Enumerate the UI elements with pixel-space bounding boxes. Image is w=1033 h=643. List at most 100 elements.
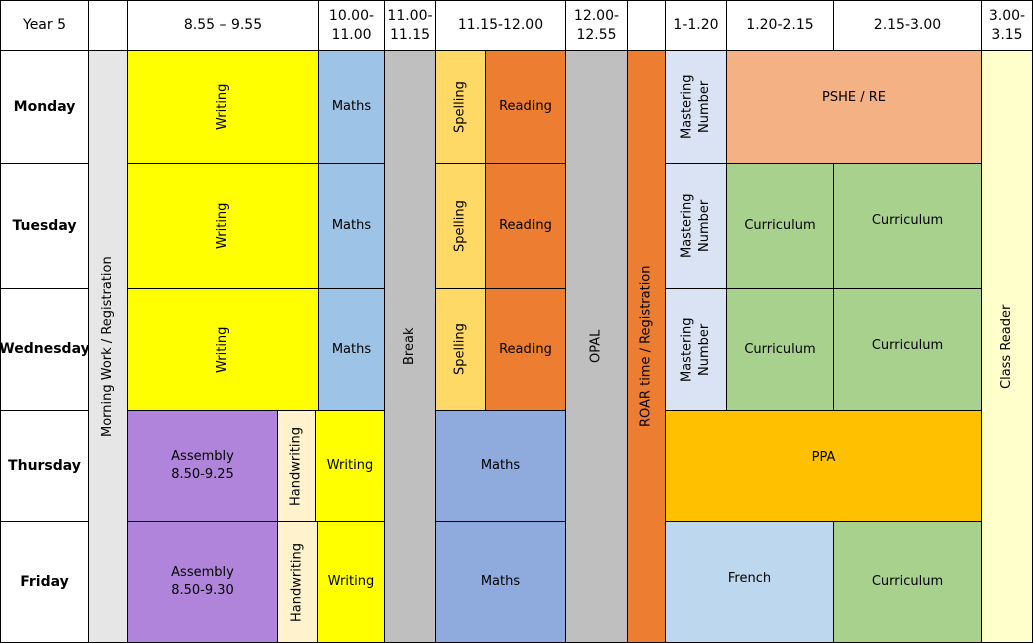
header-time: 2.15-3.00 — [833, 0, 982, 51]
timetable-cell: Curriculum — [726, 288, 834, 411]
timetable-cell: Mastering Number — [665, 50, 727, 164]
header-time: 1.20-2.15 — [726, 0, 834, 51]
cell-text: 11.15-12.00 — [457, 17, 544, 34]
header-time: 12.00-12.55 — [565, 0, 628, 51]
cell-text: 10.00-11.00 — [328, 7, 375, 43]
timetable-cell: Maths — [318, 50, 385, 164]
cell-text: Reading — [499, 99, 552, 115]
cell-text: Tuesday — [12, 217, 77, 234]
cell-text: Curriculum — [871, 574, 944, 590]
timetable-cell: Writing — [127, 50, 319, 164]
cell-text: PSHE / RE — [822, 90, 886, 105]
cell-text: Spelling — [452, 81, 468, 133]
cell-text: Writing — [215, 83, 231, 131]
header-time: 11.00-11.15 — [384, 0, 436, 51]
timetable-cell: Maths — [435, 521, 566, 643]
cell-text: 2.15-3.00 — [873, 17, 942, 34]
cell-text: Monday — [13, 98, 76, 115]
cell-text: Break — [402, 327, 418, 366]
header-empty — [627, 0, 666, 51]
day-label: Monday — [0, 50, 89, 164]
timetable-cell: Spelling — [435, 288, 486, 411]
cell-text: Mastering Number — [679, 74, 712, 140]
timetable-cell: Writing — [127, 288, 319, 411]
cell-text: Thursday — [8, 457, 81, 474]
cell-text: Writing — [326, 458, 374, 474]
cell-text: Assembly — [171, 449, 234, 465]
cell-text: ROAR time / Registration — [638, 265, 654, 428]
timetable-cell: Maths — [318, 288, 385, 411]
cell-text: Reading — [499, 341, 552, 357]
timetable-cell: OPAL — [565, 50, 628, 643]
cell-text: Friday — [20, 573, 69, 590]
header-empty — [88, 0, 128, 51]
timetable-cell: Reading — [485, 288, 566, 411]
cell-text: Maths — [331, 218, 372, 234]
cell-text: Year 5 — [23, 17, 66, 34]
timetable-cell: Morning Work / Registration — [88, 50, 128, 643]
timetable-cell: Writing — [127, 163, 319, 289]
timetable-cell: Handwriting — [277, 410, 316, 522]
cell-text: Curriculum — [744, 341, 816, 357]
timetable-cell: PSHE / RE — [726, 50, 982, 164]
timetable-cell: Curriculum — [833, 521, 982, 643]
header-corner: Year 5 — [0, 0, 89, 51]
timetable-cell: Assembly 8.50-9.30 — [127, 521, 278, 643]
timetable-cell: Mastering Number — [665, 163, 727, 289]
day-label: Friday — [0, 521, 89, 643]
day-label: Thursday — [0, 410, 89, 522]
header-time: 11.15-12.00 — [435, 0, 566, 51]
timetable-cell: Reading — [485, 50, 566, 164]
cell-text: 1-1.20 — [673, 17, 719, 34]
cell-text: Class Reader — [999, 304, 1015, 389]
timetable-cell: French — [665, 521, 834, 643]
timetable-cell: Reading — [485, 163, 566, 289]
timetable-cell: Spelling — [435, 50, 486, 164]
cell-text: 8.50-9.30 — [171, 583, 234, 598]
cell-text: Handwriting — [289, 542, 305, 622]
cell-text: Maths — [480, 574, 521, 590]
timetable-cell: Handwriting — [277, 521, 318, 643]
cell-text: Curriculum — [871, 338, 944, 353]
cell-text: Maths — [331, 341, 372, 357]
cell-text: 11.00-11.15 — [387, 7, 433, 43]
cell-text: PPA — [811, 450, 836, 465]
timetable-cell: Curriculum — [833, 163, 982, 289]
header-time: 10.00-11.00 — [318, 0, 385, 51]
cell-text: Mastering Number — [679, 193, 712, 259]
header-time: 8.55 – 9.55 — [127, 0, 319, 51]
cell-text: 8.50-9.25 — [171, 467, 234, 482]
cell-text: OPAL — [588, 329, 604, 364]
cell-text: 3.00-3.15 — [988, 7, 1026, 43]
day-label: Wednesday — [0, 288, 90, 411]
day-label: Tuesday — [0, 163, 89, 289]
cell-text: Spelling — [452, 200, 468, 252]
timetable-cell: Curriculum — [726, 163, 834, 289]
cell-text: Wednesday — [0, 341, 90, 358]
timetable-cell: ROAR time / Registration — [627, 50, 666, 643]
cell-text: Writing — [215, 202, 231, 250]
cell-text: Curriculum — [871, 213, 944, 228]
timetable-cell: Assembly 8.50-9.25 — [127, 410, 278, 522]
cell-text: Writing — [215, 326, 231, 373]
cell-text: Maths — [331, 99, 372, 115]
cell-text: French — [727, 571, 772, 586]
cell-text: Handwriting — [288, 426, 304, 506]
timetable-cell: Mastering Number — [665, 288, 727, 411]
cell-text: 1.20-2.15 — [746, 17, 814, 34]
timetable-cell: Writing — [315, 410, 385, 522]
cell-text: Morning Work / Registration — [100, 256, 116, 437]
cell-text: Curriculum — [744, 218, 816, 234]
cell-text: 12.00-12.55 — [573, 7, 620, 43]
timetable-cell: PPA — [665, 410, 982, 522]
header-time: 3.00-3.15 — [981, 0, 1033, 51]
cell-text: Writing — [327, 574, 375, 590]
timetable-cell: Spelling — [435, 163, 486, 289]
cell-text: Spelling — [452, 323, 468, 376]
cell-text: Reading — [499, 218, 552, 234]
cell-text: Maths — [480, 458, 521, 474]
cell-text: 8.55 – 9.55 — [183, 17, 263, 34]
timetable-cell: Class Reader — [981, 50, 1033, 643]
cell-text: Mastering Number — [679, 317, 712, 382]
